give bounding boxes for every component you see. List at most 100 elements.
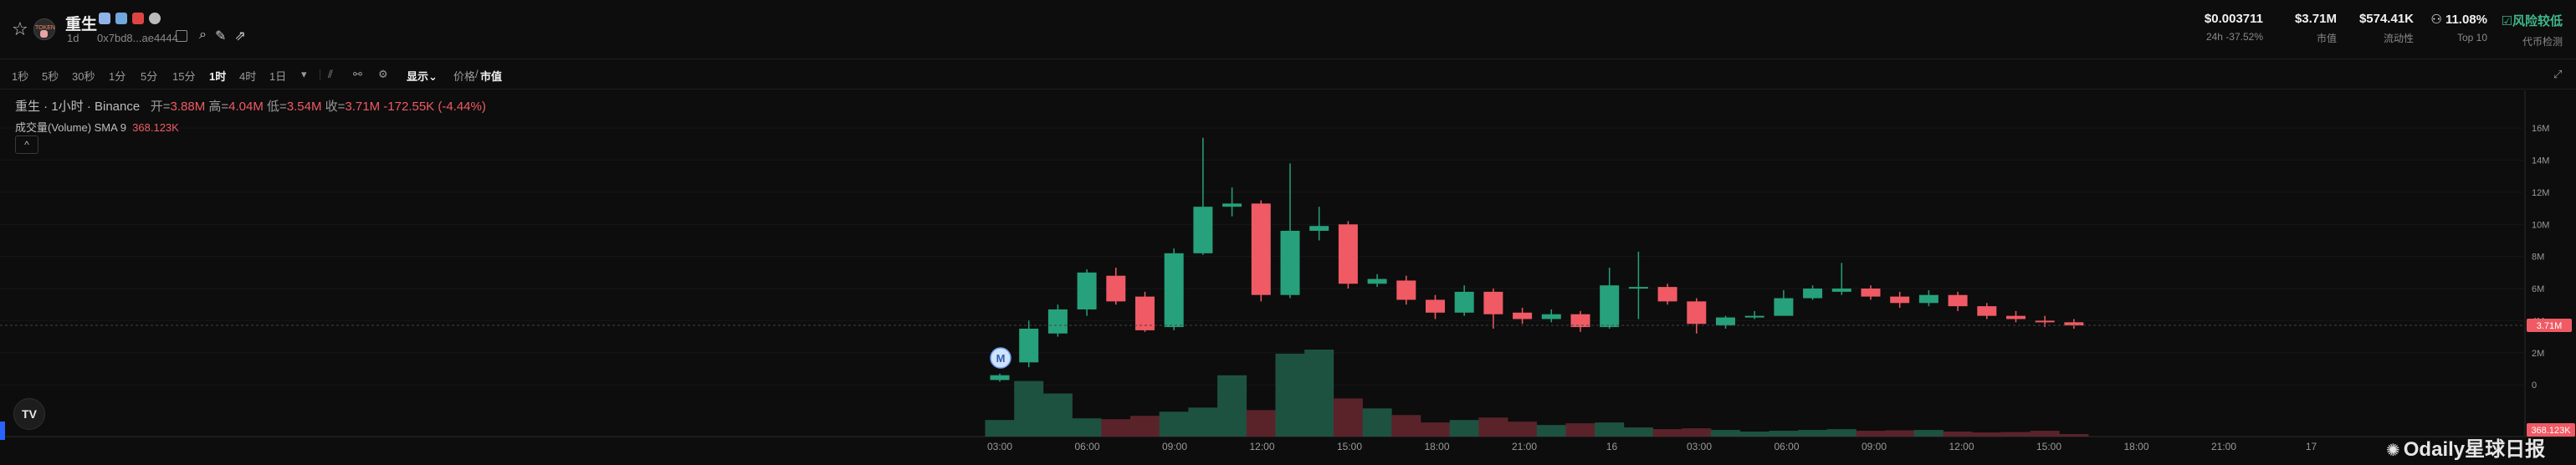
volume-bar [1885,430,1915,437]
candle-body [1222,203,1242,207]
volume-bar [1711,430,1740,437]
display-menu-label: 显示 [407,70,429,83]
candle-body [1861,289,1881,297]
stat-market-cap-label: 市值 [2316,33,2337,44]
volume-bar [1014,381,1044,437]
stat-market-cap-value: $3.71M [2294,12,2337,26]
stat-risk-value-text: 风险较低 [2512,14,2563,28]
volume-bar [1391,415,1421,437]
y-tick-label: 8M [2532,253,2544,263]
edit-icon[interactable]: ✎ [214,29,227,43]
x-tick-label: 15:00 [2036,441,2061,452]
chart-toolbar: 1秒 5秒 30秒 1分 5分 15分 1时 4时 1日 ▾ ⫽ ⚯ ⚙ 显示⌄… [0,64,2576,85]
volume-bar [1769,431,1799,437]
interval-1m[interactable]: 1分 [109,70,126,83]
volume-bar [1101,419,1131,437]
volume-bar [1333,398,1363,437]
interval-1s[interactable]: 1秒 [12,70,29,83]
candle-body [990,375,1010,381]
external-link-icon[interactable]: ⇗ [234,29,246,43]
volume-bar [1826,429,1856,437]
shield-check-icon: ☑ [2501,14,2512,28]
candle-body [1948,294,1968,307]
x-tick-label: 21:00 [1512,441,1537,452]
volume-bar [1246,410,1276,437]
x-tick-label: 12:00 [1249,441,1274,452]
stat-top10-value-text: 11.08% [2445,13,2487,27]
token-header: ☆ TOKEN 重生 1d 0x7bd8...ae4444 ⌕ ✎ ⇗ $0.0… [0,0,2576,59]
x-tick-label: 06:00 [1774,441,1799,452]
interval-dropdown-icon[interactable]: ▾ [301,68,307,80]
candle-body [1483,291,1503,314]
stat-liquidity-label: 流动性 [2383,33,2414,44]
token-logo: TOKEN [33,18,55,40]
y-tick-label: 6M [2532,284,2544,294]
interval-1h[interactable]: 1时 [209,70,227,83]
volume-bar [1682,428,1712,437]
copy-address-icon[interactable] [176,30,187,42]
candle-body [1803,289,1823,299]
y-tick-label: 14M [2532,156,2549,166]
x-tick-label: 15:00 [1337,441,1362,452]
interval-5m[interactable]: 5分 [141,70,158,83]
contract-address: 0x7bd8...ae4444 [97,32,178,44]
volume-bar [1421,422,1450,437]
interval-4h[interactable]: 4时 [239,70,257,83]
x-tick-label: 09:00 [1862,441,1887,452]
volume-bar [1536,425,1566,437]
stat-risk[interactable]: ☑风险较低 代币检测 [2502,12,2563,49]
header-actions: ⌕ ✎ ⇗ [199,28,246,44]
indicators-icon[interactable]: ⫽ [328,68,333,80]
y-tick-label: 12M [2532,188,2549,198]
candle-body [1890,296,1910,304]
token-age-tag: 1d [67,32,79,44]
candle-body [1918,294,1938,304]
volume-bar [1130,416,1160,437]
volume-bar [1798,430,1828,437]
candle-body [1657,287,1677,302]
stat-price-change: 24h -37.52% [2205,31,2263,43]
favorite-star-icon[interactable]: ☆ [12,18,28,39]
volume-bar [1449,420,1479,437]
x-tick-label: 17 [2306,441,2317,452]
candle-body [1164,253,1184,328]
volume-bar [2001,432,2031,437]
price-toggle[interactable]: 价格 [453,70,476,83]
interval-30s[interactable]: 30秒 [72,70,95,83]
left-scroll-handle[interactable] [0,422,5,440]
fullscreen-icon[interactable]: ⤢ [2553,68,2563,80]
compare-icon[interactable]: ⚯ [353,68,362,80]
gear-badge-icon [149,13,161,24]
token-logo-badge-icon [40,30,48,38]
candle-body [1309,226,1329,231]
chart-legend: 重生 · 1小时 · Binance 开=3.88M 高=4.04M 低=3.5… [15,97,486,115]
collapse-legend-button[interactable]: ^ [15,135,38,154]
volume-bar [1478,417,1508,437]
legend-close: 3.71M [345,100,381,114]
interval-1d[interactable]: 1日 [269,70,287,83]
x-tick-label: 09:00 [1162,441,1187,452]
candle-body [1280,230,1300,295]
settings-icon[interactable]: ⚙ [378,68,388,80]
candle-body [1251,203,1271,295]
legend-low-label: 低= [267,100,287,114]
interval-5s[interactable]: 5秒 [42,70,59,83]
y-axis: 16M14M12M10M8M6M4M2M0 [2532,124,2549,391]
volume-bars [985,350,2089,437]
search-icon[interactable]: ⌕ [199,28,207,42]
legend-high: 4.04M [228,100,264,114]
mcap-toggle[interactable]: 市值 [480,70,503,83]
tradingview-logo[interactable]: TV [13,398,45,430]
interval-15m[interactable]: 15分 [172,70,196,83]
stat-top10: ⚇ 11.08% Top 10 [2430,12,2487,43]
x-tick-label: 12:00 [1949,441,1974,452]
users-icon: ⚇ [2430,13,2442,27]
volume-legend-label: 成交量(Volume) SMA 9 [15,121,126,134]
flag-badge-icon [132,13,144,24]
display-menu[interactable]: 显示⌄ [407,70,438,83]
toggle-slash: / [475,68,479,80]
candles [990,137,2084,382]
legend-close-label: 收= [325,100,346,114]
legend-high-label: 高= [208,100,229,114]
